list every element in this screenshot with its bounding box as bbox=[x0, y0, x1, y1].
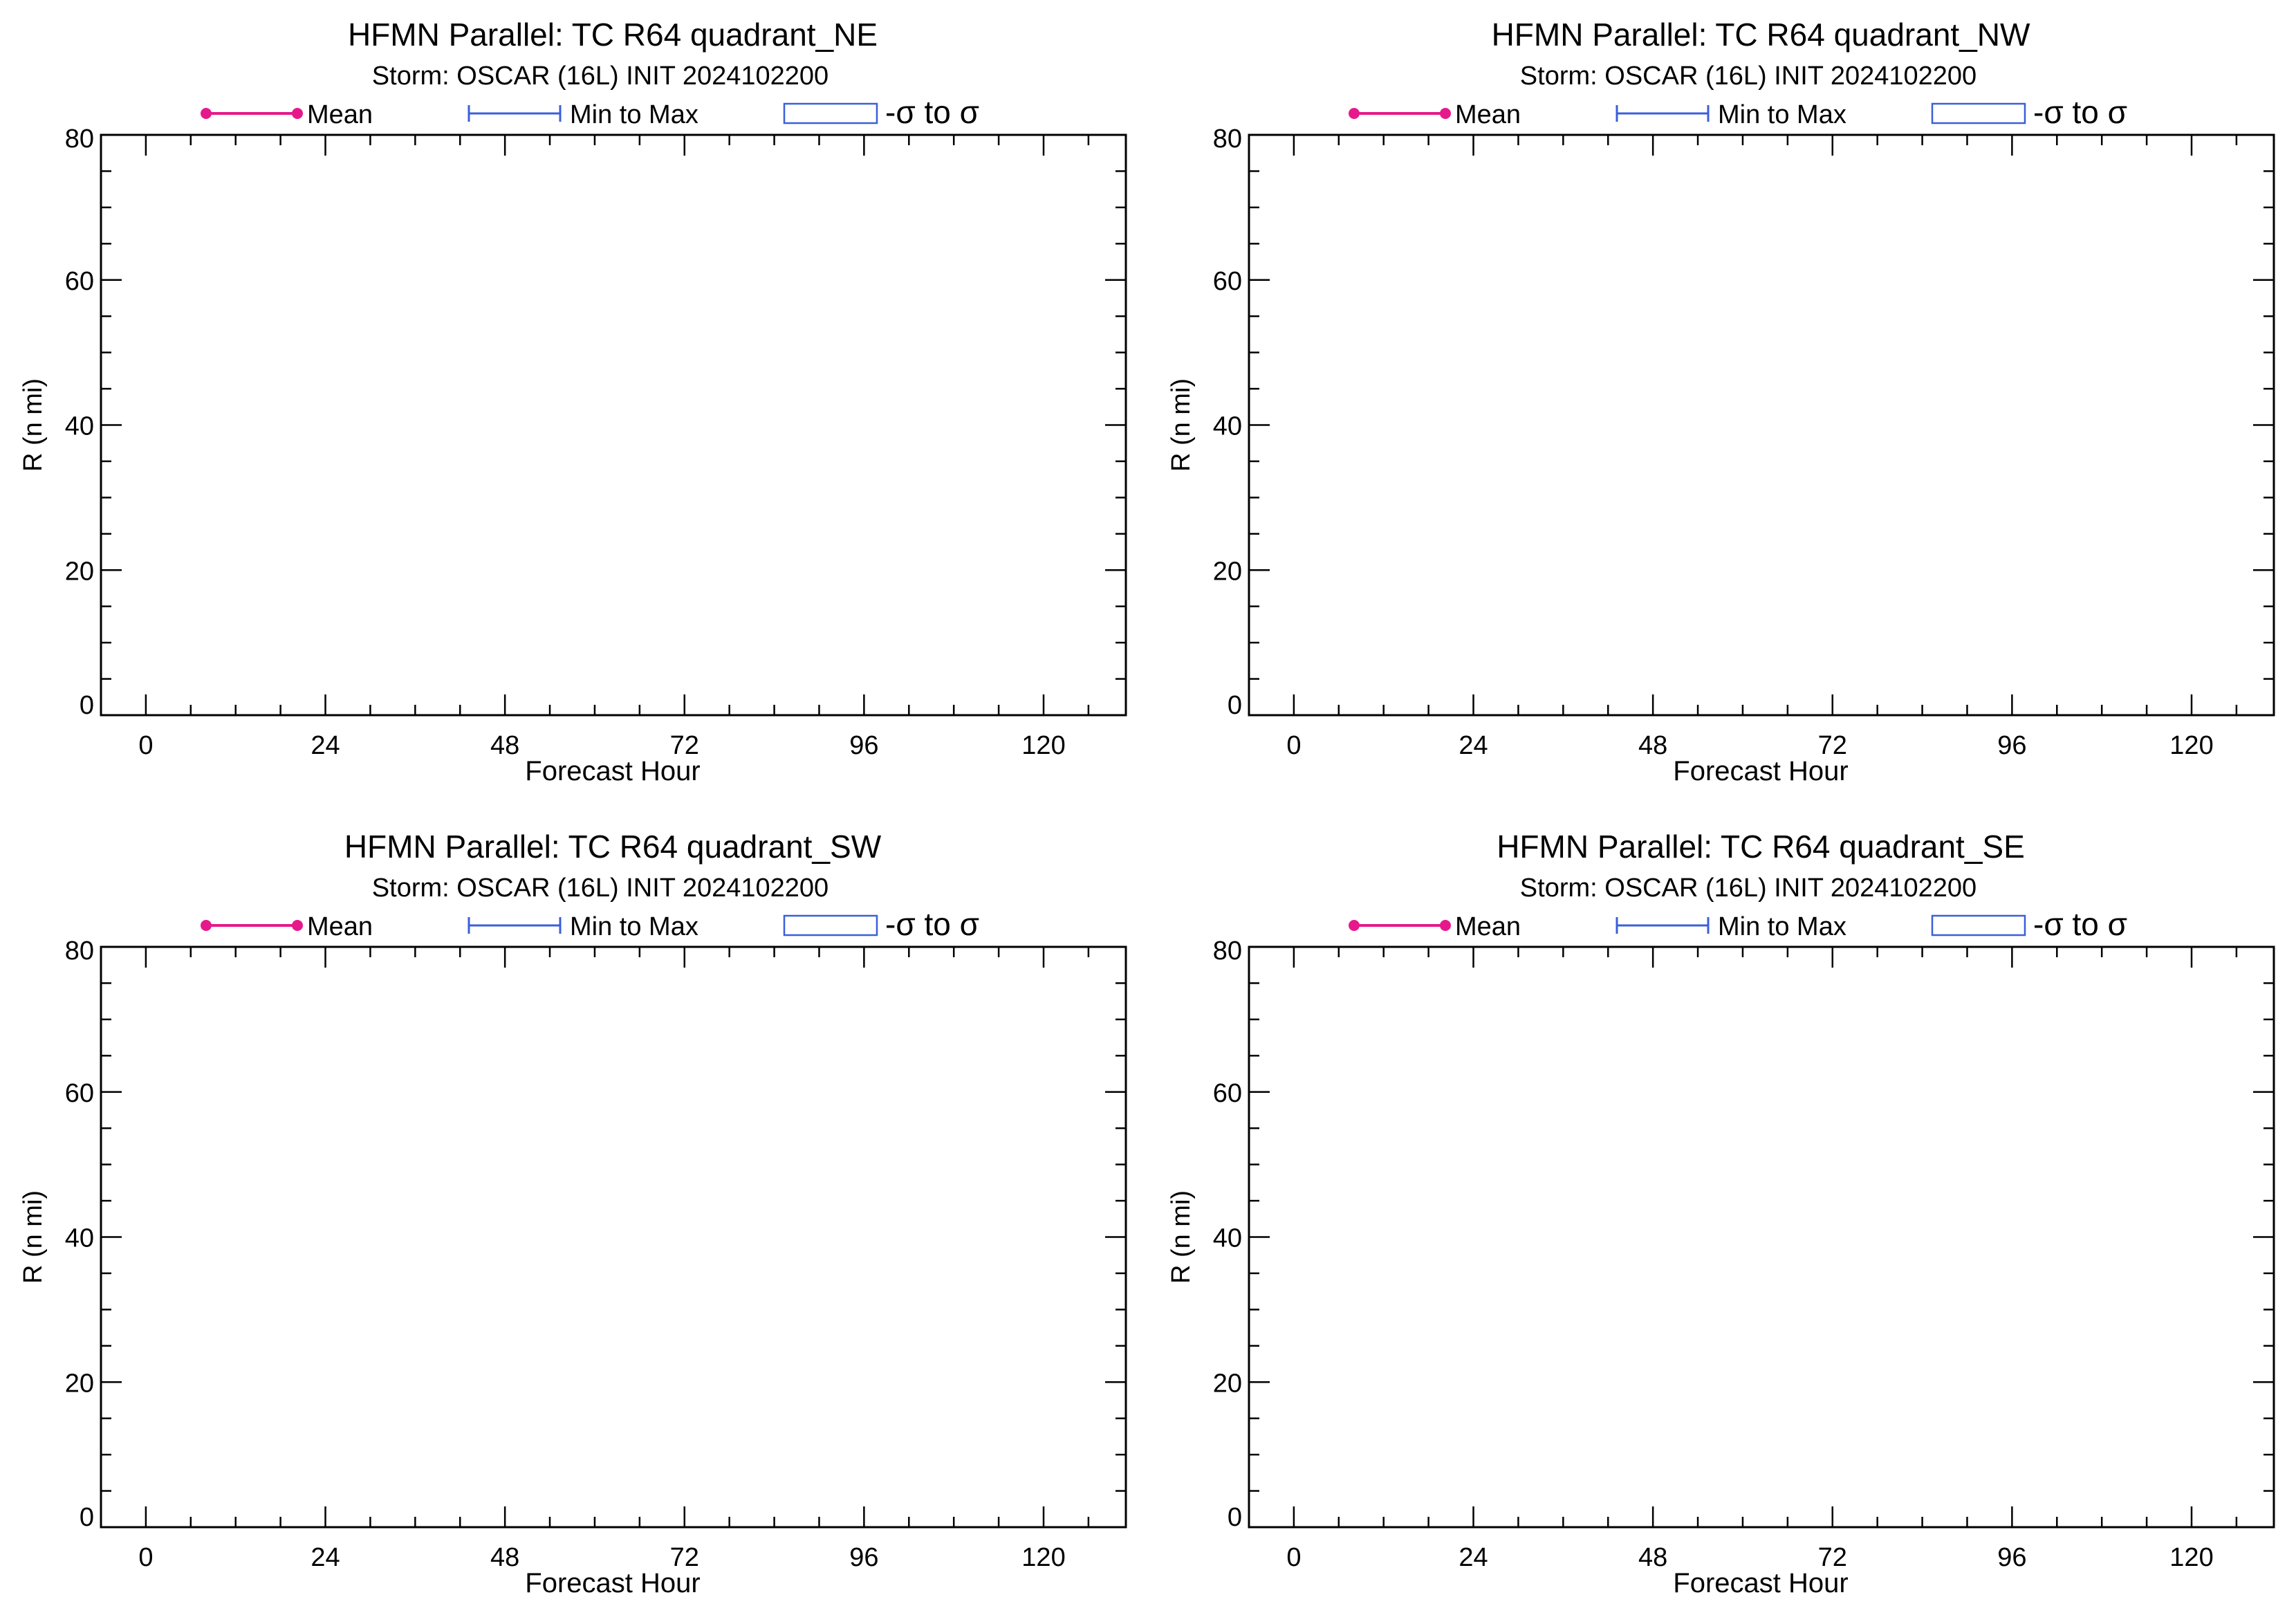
y-tick-label: 40 bbox=[65, 1224, 94, 1253]
x-axis-label: Forecast Hour bbox=[525, 1568, 700, 1598]
y-tick-label: 80 bbox=[65, 936, 94, 966]
y-tick-label: 60 bbox=[65, 1079, 94, 1108]
x-tick-label: 0 bbox=[138, 1543, 153, 1572]
plot-frame bbox=[1248, 945, 2275, 1529]
chart-panel-1: HFMN Parallel: TC R64 quadrant_NE Storm: … bbox=[19, 17, 1127, 786]
legend-minmax-label: Min to Max bbox=[570, 100, 698, 129]
legend-sigma-label: -σ to σ bbox=[885, 94, 979, 130]
y-tick-label: 20 bbox=[1213, 1369, 1242, 1398]
x-tick-label: 0 bbox=[1286, 731, 1301, 760]
legend-sigma-box bbox=[1931, 914, 2026, 936]
x-axis-label: Forecast Hour bbox=[1673, 756, 1848, 786]
x-tick-label: 96 bbox=[849, 731, 878, 760]
chart-title: HFMN Parallel: TC R64 quadrant_NW bbox=[1492, 17, 2030, 53]
x-tick-label: 72 bbox=[670, 1543, 699, 1572]
chart-subtitle: Storm: OSCAR (16L) INIT 2024102200 bbox=[372, 62, 828, 91]
chart-title: HFMN Parallel: TC R64 quadrant_NE bbox=[348, 17, 878, 53]
x-tick-label: 120 bbox=[1021, 731, 1065, 760]
x-tick-label: 72 bbox=[1818, 731, 1847, 760]
y-tick-label: 80 bbox=[1213, 124, 1242, 154]
y-tick-label: 0 bbox=[80, 1503, 94, 1532]
legend-sigma-label: -σ to σ bbox=[885, 906, 979, 942]
x-tick-label: 24 bbox=[1459, 731, 1488, 760]
legend-mean-label: Mean bbox=[307, 912, 373, 941]
chart-subtitle: Storm: OSCAR (16L) INIT 2024102200 bbox=[1520, 874, 1976, 903]
legend-mean-label: Mean bbox=[1455, 912, 1521, 941]
y-tick-label: 40 bbox=[65, 412, 94, 441]
legend-mean-marker bbox=[1349, 920, 1360, 931]
chart-panel-3: HFMN Parallel: TC R64 quadrant_SW Storm: … bbox=[19, 829, 1127, 1598]
legend-minmax-label: Min to Max bbox=[570, 912, 698, 941]
legend-mean-marker bbox=[201, 108, 212, 119]
legend-mean-label: Mean bbox=[307, 100, 373, 129]
legend-mean-marker bbox=[201, 920, 212, 931]
chart-title: HFMN Parallel: TC R64 quadrant_SE bbox=[1497, 829, 2025, 865]
y-axis-label: R (n mi) bbox=[19, 378, 48, 472]
legend-mean-marker bbox=[1349, 108, 1360, 119]
y-tick-label: 60 bbox=[1213, 1079, 1242, 1108]
x-axis-label: Forecast Hour bbox=[1673, 1568, 1848, 1598]
legend-sigma-label: -σ to σ bbox=[2033, 906, 2127, 942]
y-tick-label: 20 bbox=[65, 557, 94, 586]
legend-mean-marker bbox=[292, 108, 303, 119]
y-axis-label: R (n mi) bbox=[19, 1190, 48, 1284]
y-tick-label: 40 bbox=[1213, 1224, 1242, 1253]
x-tick-label: 0 bbox=[138, 731, 153, 760]
plot-frame bbox=[100, 945, 1127, 1529]
legend-minmax-label: Min to Max bbox=[1718, 912, 1846, 941]
x-tick-label: 0 bbox=[1286, 1543, 1301, 1572]
chart-panel-2: HFMN Parallel: TC R64 quadrant_NW Storm: … bbox=[1167, 17, 2275, 786]
legend-mean-marker bbox=[292, 920, 303, 931]
x-tick-label: 48 bbox=[1638, 731, 1667, 760]
legend-sigma-box bbox=[783, 914, 878, 936]
y-tick-label: 20 bbox=[1213, 557, 1242, 586]
plot-frame bbox=[1248, 133, 2275, 717]
y-tick-label: 60 bbox=[1213, 267, 1242, 296]
chart-title: HFMN Parallel: TC R64 quadrant_SW bbox=[344, 829, 882, 865]
legend-sigma-label: -σ to σ bbox=[2033, 94, 2127, 130]
y-axis-label: R (n mi) bbox=[1167, 1190, 1196, 1284]
x-tick-label: 24 bbox=[311, 1543, 340, 1572]
chart-subtitle: Storm: OSCAR (16L) INIT 2024102200 bbox=[372, 874, 828, 903]
x-tick-label: 96 bbox=[849, 1543, 878, 1572]
x-tick-label: 72 bbox=[670, 731, 699, 760]
x-tick-label: 96 bbox=[1997, 731, 2026, 760]
y-tick-label: 60 bbox=[65, 267, 94, 296]
x-tick-label: 72 bbox=[1818, 1543, 1847, 1572]
y-tick-label: 0 bbox=[1228, 691, 1242, 720]
plot-frame bbox=[100, 133, 1127, 717]
x-axis-label: Forecast Hour bbox=[525, 756, 700, 786]
y-tick-label: 80 bbox=[65, 124, 94, 154]
legend-mean-marker bbox=[1440, 920, 1451, 931]
chart-subtitle: Storm: OSCAR (16L) INIT 2024102200 bbox=[1520, 62, 1976, 91]
x-tick-label: 24 bbox=[311, 731, 340, 760]
x-tick-label: 120 bbox=[2169, 1543, 2213, 1572]
y-axis-label: R (n mi) bbox=[1167, 378, 1196, 472]
y-tick-label: 0 bbox=[1228, 1503, 1242, 1532]
x-tick-label: 120 bbox=[2169, 731, 2213, 760]
legend-sigma-box bbox=[1931, 102, 2026, 124]
y-tick-label: 40 bbox=[1213, 412, 1242, 441]
y-tick-label: 80 bbox=[1213, 936, 1242, 966]
legend-sigma-box bbox=[783, 102, 878, 124]
y-tick-label: 0 bbox=[80, 691, 94, 720]
x-tick-label: 48 bbox=[1638, 1543, 1667, 1572]
x-tick-label: 48 bbox=[490, 731, 519, 760]
x-tick-label: 48 bbox=[490, 1543, 519, 1572]
x-tick-label: 120 bbox=[1021, 1543, 1065, 1572]
y-tick-label: 20 bbox=[65, 1369, 94, 1398]
legend-mean-label: Mean bbox=[1455, 100, 1521, 129]
legend-mean-marker bbox=[1440, 108, 1451, 119]
legend-minmax-label: Min to Max bbox=[1718, 100, 1846, 129]
chart-panel-4: HFMN Parallel: TC R64 quadrant_SE Storm: … bbox=[1167, 829, 2275, 1598]
x-tick-label: 96 bbox=[1997, 1543, 2026, 1572]
x-tick-label: 24 bbox=[1459, 1543, 1488, 1572]
